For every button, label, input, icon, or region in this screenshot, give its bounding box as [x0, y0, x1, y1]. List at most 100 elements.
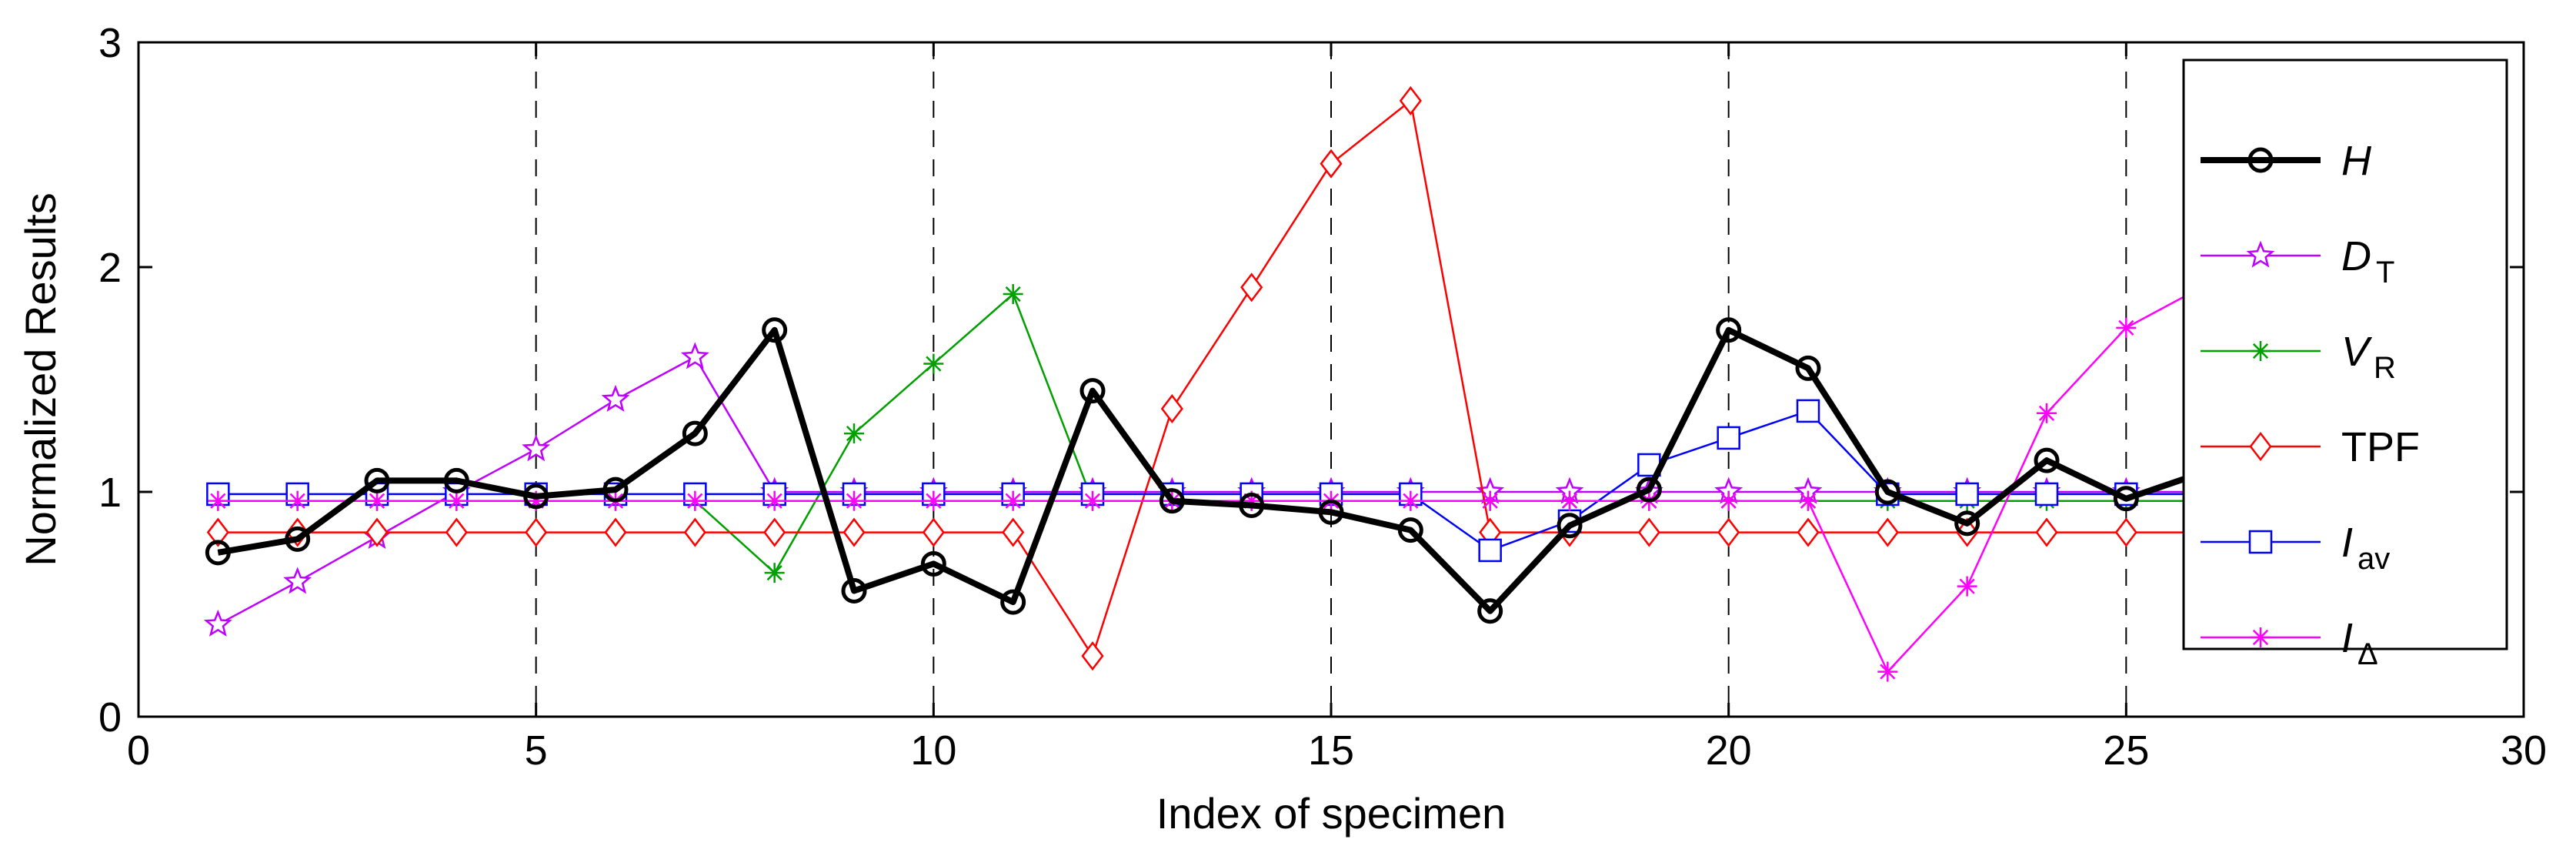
marker-asterisk-stroke [1959, 578, 1975, 594]
marker-circle-shape [841, 577, 867, 604]
data-point-i-delta [685, 490, 706, 511]
marker-asterisk-stroke [1084, 493, 1101, 509]
marker-asterisk-stroke [2252, 629, 2269, 646]
data-point-i-delta [1003, 490, 1023, 511]
marker-diamond-shape [1797, 517, 1820, 547]
marker-square-shape [1955, 482, 1979, 507]
data-point-tpf [1081, 641, 1104, 671]
marker-asterisk-stroke [1482, 493, 1498, 509]
marker-circle-shape [1318, 499, 1344, 525]
marker-circle-shape [1954, 510, 1980, 537]
marker-square-shape [2034, 482, 2059, 507]
marker-asterisk-stroke [687, 493, 703, 509]
marker-diamond-shape [2035, 517, 2058, 547]
series-layer [203, 85, 2221, 682]
data-point-h [1557, 513, 1583, 539]
marker-circle-shape [205, 540, 231, 566]
marker-diamond-shape [1081, 641, 1104, 671]
marker-circle-shape [285, 526, 311, 552]
legend-label-tpf: TPF [2341, 424, 2420, 470]
data-point-h [1318, 499, 1344, 525]
data-point-i-delta [1957, 576, 1977, 597]
marker-diamond-shape [1240, 273, 1263, 303]
legend-swatch-marker [2249, 431, 2272, 462]
data-point-i-delta [2037, 403, 2057, 423]
marker-diamond-shape [1876, 517, 1899, 547]
marker-circle-shape [364, 467, 390, 493]
marker-diamond-shape [843, 517, 866, 547]
marker-circle-shape [1239, 493, 1265, 519]
data-point-tpf [1399, 85, 1422, 115]
y-tick-label: 2 [98, 245, 122, 291]
marker-asterisk-stroke [1561, 493, 1578, 509]
legend-label-main: H [2341, 138, 2372, 184]
data-point-h [285, 526, 311, 552]
data-point-tpf [1002, 517, 1025, 547]
marker-asterisk-stroke [926, 493, 942, 509]
marker-circle-shape [2113, 486, 2139, 512]
marker-circle-shape [1159, 488, 1185, 514]
marker-circle-shape [1636, 476, 1662, 503]
marker-circle-shape [602, 476, 629, 503]
data-point-d-t [283, 567, 312, 594]
legend-swatch-marker [2247, 147, 2274, 173]
marker-star-shape [680, 342, 709, 369]
marker-circle-shape [1477, 598, 1503, 624]
x-tick-label: 0 [127, 727, 150, 774]
data-point-h [841, 577, 867, 604]
marker-circle-shape [762, 317, 788, 343]
marker-diamond-shape [922, 517, 945, 547]
data-point-i-delta [1480, 490, 1500, 511]
marker-star-shape [283, 567, 312, 594]
marker-diamond-shape [1717, 517, 1740, 547]
marker-circle-shape [1795, 355, 1821, 381]
data-point-tpf [2114, 517, 2137, 547]
y-tick-label: 3 [98, 20, 122, 66]
marker-asterisk-stroke [766, 493, 782, 509]
data-point-tpf [445, 517, 468, 547]
legend-label-sub: R [2374, 351, 2396, 385]
marker-asterisk-stroke [449, 493, 465, 509]
data-point-d-t [680, 342, 709, 369]
marker-diamond-shape [1320, 149, 1343, 179]
data-point-h [1954, 510, 1980, 537]
marker-circle-shape [2247, 147, 2274, 173]
data-point-i-delta [923, 490, 944, 511]
marker-diamond-shape [206, 517, 229, 547]
legend-label-sub: av [2357, 542, 2390, 576]
legend-item-h: H [2201, 138, 2372, 184]
data-point-i-av [1955, 482, 1979, 507]
marker-star-shape [2246, 240, 2275, 268]
data-point-v-r [1003, 284, 1023, 305]
data-point-i-delta [1877, 661, 1898, 682]
marker-diamond-shape [1160, 393, 1183, 424]
axis-layer: 0 5 10 15 20 25 30 0 1 2 3 [98, 20, 2547, 774]
data-point-h [364, 467, 390, 493]
x-tick-label: 10 [910, 727, 956, 774]
data-point-i-av [1796, 399, 1820, 423]
legend-label-h: H [2341, 138, 2372, 184]
marker-asterisk-stroke [369, 493, 385, 509]
legend-swatch-marker [2251, 627, 2271, 647]
data-point-tpf [683, 517, 706, 547]
marker-asterisk-stroke [1720, 493, 1737, 509]
marker-asterisk-stroke [1880, 664, 1896, 680]
marker-diamond-shape [365, 517, 389, 547]
marker-diamond-shape [445, 517, 468, 547]
x-tick-label: 5 [525, 727, 548, 774]
data-point-v-r [923, 353, 944, 374]
data-point-i-delta [1400, 490, 1421, 511]
data-point-h [205, 540, 231, 566]
data-point-tpf [1876, 517, 1899, 547]
data-point-h [602, 476, 629, 503]
data-point-i-delta [2116, 317, 2137, 338]
data-point-d-t [203, 609, 232, 637]
data-point-tpf [922, 517, 945, 547]
marker-circle-shape [682, 420, 708, 446]
marker-star-shape [522, 434, 551, 462]
